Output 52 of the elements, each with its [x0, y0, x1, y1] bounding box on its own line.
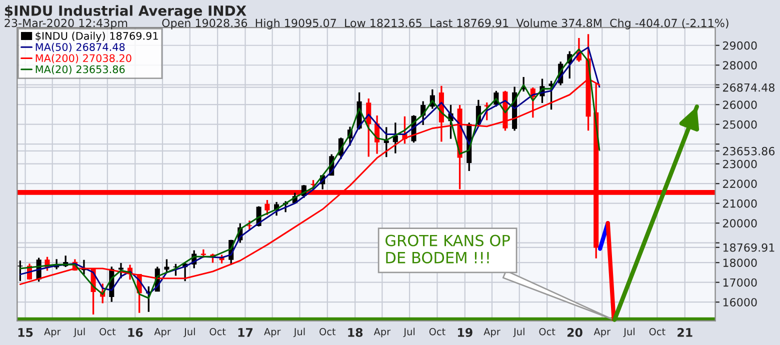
x-tick-label: 15 — [18, 328, 33, 337]
x-tick-label: Oct — [429, 328, 446, 336]
y-tick-label: 22000 — [723, 180, 757, 188]
legend-label: $INDU (Daily) 18769.91 — [36, 32, 158, 42]
x-tick-label: Apr — [154, 328, 171, 338]
x-tick-label: Oct — [539, 328, 556, 336]
y-tick-label: 25000 — [723, 120, 757, 129]
candlestick — [384, 126, 389, 158]
x-tick-label: Jul — [73, 328, 85, 338]
y-tick-label: 29000 — [723, 41, 757, 50]
legend-label: MA(20) 23653.86 — [36, 65, 125, 74]
x-tick-label: Jul — [623, 328, 634, 338]
x-tick-label: Oct — [100, 328, 116, 336]
candlestick — [18, 260, 23, 282]
x-tick-label: Jul — [184, 328, 195, 338]
annotation: GROTE KANS OP DE BODEM !!! — [386, 234, 510, 264]
x-tick-label: Jul — [403, 328, 414, 338]
y-tick-label: 17000 — [723, 278, 757, 287]
y-tick-label: 26000 — [723, 100, 757, 109]
x-tick-label: Apr — [374, 328, 391, 338]
x-tick-label: 20 — [567, 328, 582, 337]
y-tick-label: 21000 — [723, 199, 757, 208]
legend-label: MA(200) 27038.20 — [36, 54, 132, 64]
y-tick-label: 23000 — [723, 160, 757, 168]
y-tick-label: 23653.86 — [723, 146, 775, 156]
y-tick-label: 28000 — [723, 61, 757, 70]
y-tick-label: 16000 — [723, 298, 757, 306]
x-tick-label: 16 — [128, 328, 143, 337]
x-tick-label: Apr — [264, 328, 281, 338]
x-tick-label: Jul — [513, 328, 524, 338]
x-tick-label: Apr — [44, 328, 61, 338]
x-tick-label: 19 — [458, 328, 472, 337]
x-tick-label: Jul — [293, 328, 305, 338]
y-tick-label: 26874.48 — [723, 83, 774, 92]
x-tick-label: 17 — [238, 328, 253, 337]
x-tick-label: Apr — [484, 328, 500, 338]
x-tick-label: 18 — [348, 328, 363, 337]
candlestick — [264, 199, 270, 216]
chart-title: $INDU Industrial Average INDX — [4, 5, 246, 19]
x-tick-label: Apr — [594, 328, 611, 338]
candlestick — [484, 102, 490, 122]
x-tick-label: Oct — [649, 328, 666, 336]
y-tick-label: 18769.91 — [723, 243, 774, 252]
chart-subtitle: 23-Mar-2020 12:43pm — [4, 18, 128, 30]
x-tick-label: 21 — [678, 328, 692, 337]
y-tick-label: 20000 — [723, 219, 757, 228]
legend-label: MA(50) 26874.48 — [36, 42, 125, 52]
candlestick — [164, 258, 170, 274]
y-tick-label: 18000 — [723, 258, 757, 267]
x-tick-label: Oct — [320, 328, 336, 336]
annotation: Open 19028.36 High 19095.07 Low 18213.65 Last 18769.91 Volume 374.8M Chg -404.07 (-2.11%) — [162, 18, 728, 30]
x-tick-label: Oct — [210, 328, 226, 336]
